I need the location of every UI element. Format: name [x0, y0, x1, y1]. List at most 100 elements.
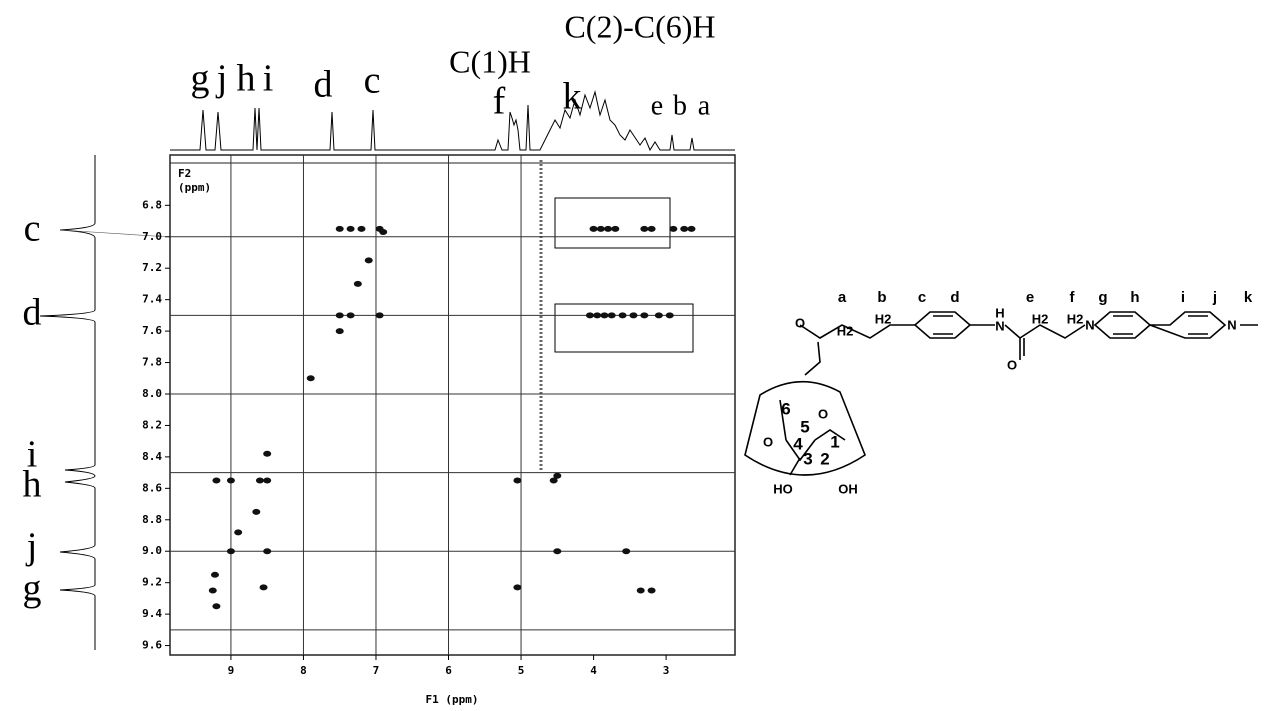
cross-peak: [600, 312, 608, 318]
atom-label: 1: [830, 432, 839, 451]
peak-label: d: [314, 64, 333, 106]
x-axis-label: F1 (ppm): [426, 693, 479, 706]
y-tick-label: 8.6: [142, 481, 162, 494]
atom-label: O: [795, 315, 805, 330]
cross-peak: [666, 312, 674, 318]
cross-peak: [336, 312, 344, 318]
peak-label: c: [24, 208, 41, 250]
y-tick-label: 7.8: [142, 356, 162, 369]
atom-label: N: [1227, 317, 1236, 332]
cross-peak: [252, 509, 260, 515]
figure: F2 (ppm) F1 (ppm) 98765436.87.07.27.47.6…: [0, 0, 1265, 711]
y-axis-label: F2: [178, 167, 191, 180]
y-tick-label: 7.2: [142, 261, 162, 274]
peak-label: b: [673, 90, 687, 121]
peak-label: h: [23, 464, 42, 506]
cross-peak: [655, 312, 663, 318]
highlight-box: [555, 198, 670, 248]
cross-peak: [640, 226, 648, 232]
f2-projection: [40, 155, 95, 650]
peak-label: j: [215, 58, 228, 100]
cross-peak: [622, 548, 630, 554]
peak-label: k: [563, 76, 582, 118]
proton-label: g: [1098, 289, 1107, 306]
atom-label: O: [1007, 357, 1017, 372]
cross-peak: [669, 226, 677, 232]
y-tick-label: 6.8: [142, 198, 162, 211]
atom-label: H2: [1032, 311, 1049, 326]
cross-peak: [513, 477, 521, 483]
atom-label: O: [763, 434, 773, 449]
peak-label: C(1)H: [449, 43, 531, 79]
proton-label: e: [1026, 289, 1034, 306]
atom-label: 4: [793, 434, 803, 453]
cross-peak: [629, 312, 637, 318]
peak-label: g: [191, 58, 210, 100]
cross-peak: [263, 477, 271, 483]
cross-peak: [209, 588, 217, 594]
peak-label: d: [23, 292, 42, 334]
x-tick-label: 7: [373, 664, 380, 677]
cross-peak: [604, 226, 612, 232]
cross-peak: [608, 312, 616, 318]
highlight-box: [555, 304, 693, 352]
atom-label: N: [1085, 317, 1094, 332]
cross-peak: [376, 312, 384, 318]
cross-peak: [347, 226, 355, 232]
atom-label: N: [995, 318, 1004, 333]
y-tick-label: 7.4: [142, 293, 162, 306]
y-tick-label: 8.4: [142, 450, 162, 463]
peak-label: e: [651, 90, 663, 121]
proton-label: k: [1244, 289, 1253, 306]
cross-peak: [357, 226, 365, 232]
x-tick-label: 4: [590, 664, 597, 677]
peak-label: a: [698, 90, 711, 121]
peak-label: f: [493, 81, 506, 123]
cross-peak: [379, 229, 387, 235]
cross-peak: [619, 312, 627, 318]
cross-peak: [260, 584, 268, 590]
proton-label: j: [1212, 289, 1217, 306]
cross-peak: [593, 312, 601, 318]
atom-label: H2: [837, 323, 854, 338]
atom-label: 6: [781, 399, 790, 418]
y-tick-label: 9.6: [142, 639, 162, 652]
proton-label: h: [1130, 289, 1139, 306]
atom-label: HO: [773, 481, 793, 496]
atom-label: O: [818, 406, 828, 421]
cross-peak: [687, 226, 695, 232]
atom-label: OH: [838, 481, 858, 496]
cross-peak: [590, 226, 598, 232]
y-tick-label: 9.0: [142, 544, 162, 557]
y-tick-label: 7.6: [142, 324, 162, 337]
cross-peak: [637, 588, 645, 594]
cross-peak: [354, 281, 362, 287]
peak-label: g: [23, 568, 42, 610]
atom-label: H2: [875, 311, 892, 326]
cross-peak: [640, 312, 648, 318]
cross-peak: [553, 473, 561, 479]
x-tick-label: 5: [518, 664, 525, 677]
peak-label: h: [237, 58, 256, 100]
cross-peak: [227, 477, 235, 483]
peak-label: i: [263, 58, 274, 100]
proton-label: f: [1070, 289, 1076, 306]
x-tick-label: 6: [445, 664, 452, 677]
cross-peak: [597, 226, 605, 232]
y-tick-label: 7.0: [142, 230, 162, 243]
y-tick-label: 9.2: [142, 576, 162, 589]
cross-peak: [513, 584, 521, 590]
cross-peak: [347, 312, 355, 318]
proton-label: i: [1181, 289, 1185, 306]
cross-peak: [680, 226, 688, 232]
cross-peak: [256, 477, 264, 483]
x-tick-label: 8: [300, 664, 307, 677]
peak-label: j: [25, 526, 38, 568]
cross-peak: [263, 548, 271, 554]
peak-label: C(2)-C(6)H: [564, 8, 715, 44]
cross-peak: [211, 572, 219, 578]
y-tick-label: 8.2: [142, 418, 162, 431]
y-tick-label: 8.8: [142, 513, 162, 526]
cross-peak: [212, 603, 220, 609]
cross-peak: [212, 477, 220, 483]
